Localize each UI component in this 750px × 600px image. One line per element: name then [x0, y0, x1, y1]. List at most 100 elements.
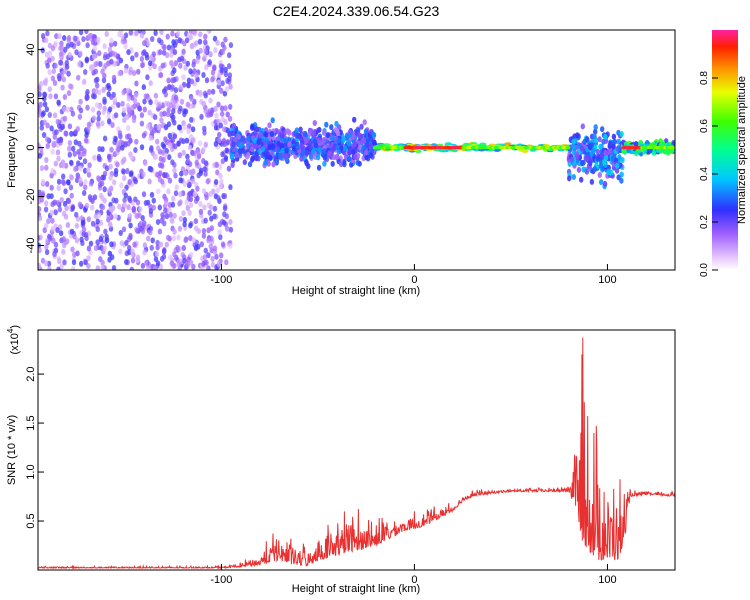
heatmap-cell — [109, 58, 114, 65]
heatmap-cell — [42, 95, 47, 102]
heatmap-cell — [206, 265, 211, 270]
heatmap-cell — [86, 263, 91, 269]
heatmap-cell — [267, 144, 272, 151]
heatmap-cell — [104, 165, 110, 172]
heatmap-cell — [334, 120, 339, 127]
heatmap-cell — [40, 33, 46, 39]
heatmap-cell — [101, 77, 107, 84]
heatmap-cell — [133, 196, 138, 203]
heatmap-cell — [107, 118, 112, 125]
heatmap-cell — [569, 156, 575, 163]
heatmap-cell — [84, 202, 90, 209]
heatmap-cell — [132, 241, 137, 248]
heatmap-cell — [89, 180, 94, 187]
heatmap-cell — [130, 104, 135, 111]
heatmap-cell — [100, 68, 105, 75]
heatmap-cell — [49, 172, 54, 179]
heatmap-cell — [357, 160, 362, 167]
heatmap-cell — [173, 190, 179, 197]
heatmap-cell — [188, 34, 193, 41]
heatmap-cell — [65, 106, 71, 113]
heatmap-cell — [149, 147, 154, 153]
heatmap-cell — [106, 153, 112, 160]
snr-y-tick-label: 1.0 — [25, 464, 37, 479]
heatmap-cell — [182, 124, 188, 131]
heatmap-cell — [86, 171, 92, 178]
heatmap-cell — [584, 136, 590, 143]
heatmap-cell — [47, 266, 52, 270]
heatmap-cell — [106, 91, 111, 98]
heatmap-cell — [286, 128, 291, 135]
heatmap-cell — [292, 145, 297, 152]
heatmap-cell — [60, 123, 65, 130]
heatmap-cell — [52, 112, 58, 119]
heatmap-cell — [580, 160, 585, 167]
heatmap-cell — [633, 141, 639, 148]
heatmap-cell — [96, 155, 102, 162]
heatmap-cell — [322, 148, 327, 155]
heatmap-cell — [250, 156, 255, 163]
heatmap-cell — [651, 149, 656, 156]
heatmap-cell — [260, 146, 266, 153]
heatmap-cell — [102, 197, 107, 204]
heatmap-cell — [110, 254, 115, 261]
heatmap-cell — [603, 149, 608, 156]
snr-panel: 2.0 1.5 1.0 0.5 -100 0 100 Height of straight… — [6, 325, 676, 595]
heatmap-cell — [199, 113, 204, 120]
heatmap-cell — [62, 115, 68, 122]
heatmap-cell — [78, 165, 83, 172]
heatmap-cell — [49, 125, 54, 132]
heatmap-cell — [134, 138, 139, 145]
heatmap-cell — [130, 257, 136, 264]
heatmap-cell — [83, 137, 89, 144]
heatmap-cell — [50, 217, 55, 224]
heatmap-cell — [171, 39, 176, 46]
heatmap-cell — [189, 96, 194, 102]
heatmap-cell — [135, 254, 141, 261]
heatmap-cell — [224, 147, 229, 154]
heatmap-cell — [359, 123, 364, 130]
heatmap-cell — [72, 233, 77, 240]
heatmap-cell — [92, 154, 97, 161]
heatmap-cell — [153, 153, 158, 160]
heatmap-cell — [218, 234, 223, 241]
heatmap-cell — [41, 132, 47, 138]
heatmap-cell — [203, 141, 208, 148]
heatmap-cell — [123, 43, 128, 50]
heatmap-cell — [579, 145, 585, 152]
heatmap-cell — [616, 145, 621, 151]
heatmap-cell — [101, 86, 106, 93]
heatmap-cell — [155, 244, 160, 251]
heatmap-cell — [203, 39, 208, 46]
heatmap-cell — [214, 112, 219, 119]
heatmap-cell — [97, 146, 102, 152]
heatmap-cell — [162, 247, 167, 254]
heatmap-cell — [44, 37, 49, 44]
heatmap-cell — [45, 181, 50, 187]
heatmap-cell — [189, 43, 195, 50]
heatmap-cell — [227, 72, 233, 79]
heatmap-cell — [144, 259, 149, 266]
heatmap-cell — [225, 77, 230, 84]
heatmap-cell — [178, 177, 183, 184]
heatmap-cell — [571, 174, 576, 180]
heatmap-cell — [52, 199, 57, 206]
heatmap-cell — [592, 166, 597, 173]
heatmap-cell — [136, 68, 141, 75]
heatmap-cell — [228, 184, 233, 191]
heatmap-cell — [210, 88, 216, 95]
heatmap-cell — [102, 96, 107, 103]
heatmap-cell — [154, 251, 160, 257]
heatmap-cell — [153, 114, 158, 121]
svg-text:(x104): (x104) — [6, 325, 21, 355]
heatmap-cell — [146, 235, 151, 242]
heatmap-cell — [212, 64, 217, 71]
heatmap-cell — [63, 130, 68, 137]
heatmap-cell — [123, 32, 129, 39]
heatmap-cell — [321, 137, 327, 143]
heatmap-cell — [40, 47, 45, 54]
heatmap-cell — [194, 244, 199, 251]
heatmap-cell — [254, 126, 260, 133]
heatmap-cell — [86, 255, 91, 262]
heatmap-cell — [352, 141, 357, 148]
